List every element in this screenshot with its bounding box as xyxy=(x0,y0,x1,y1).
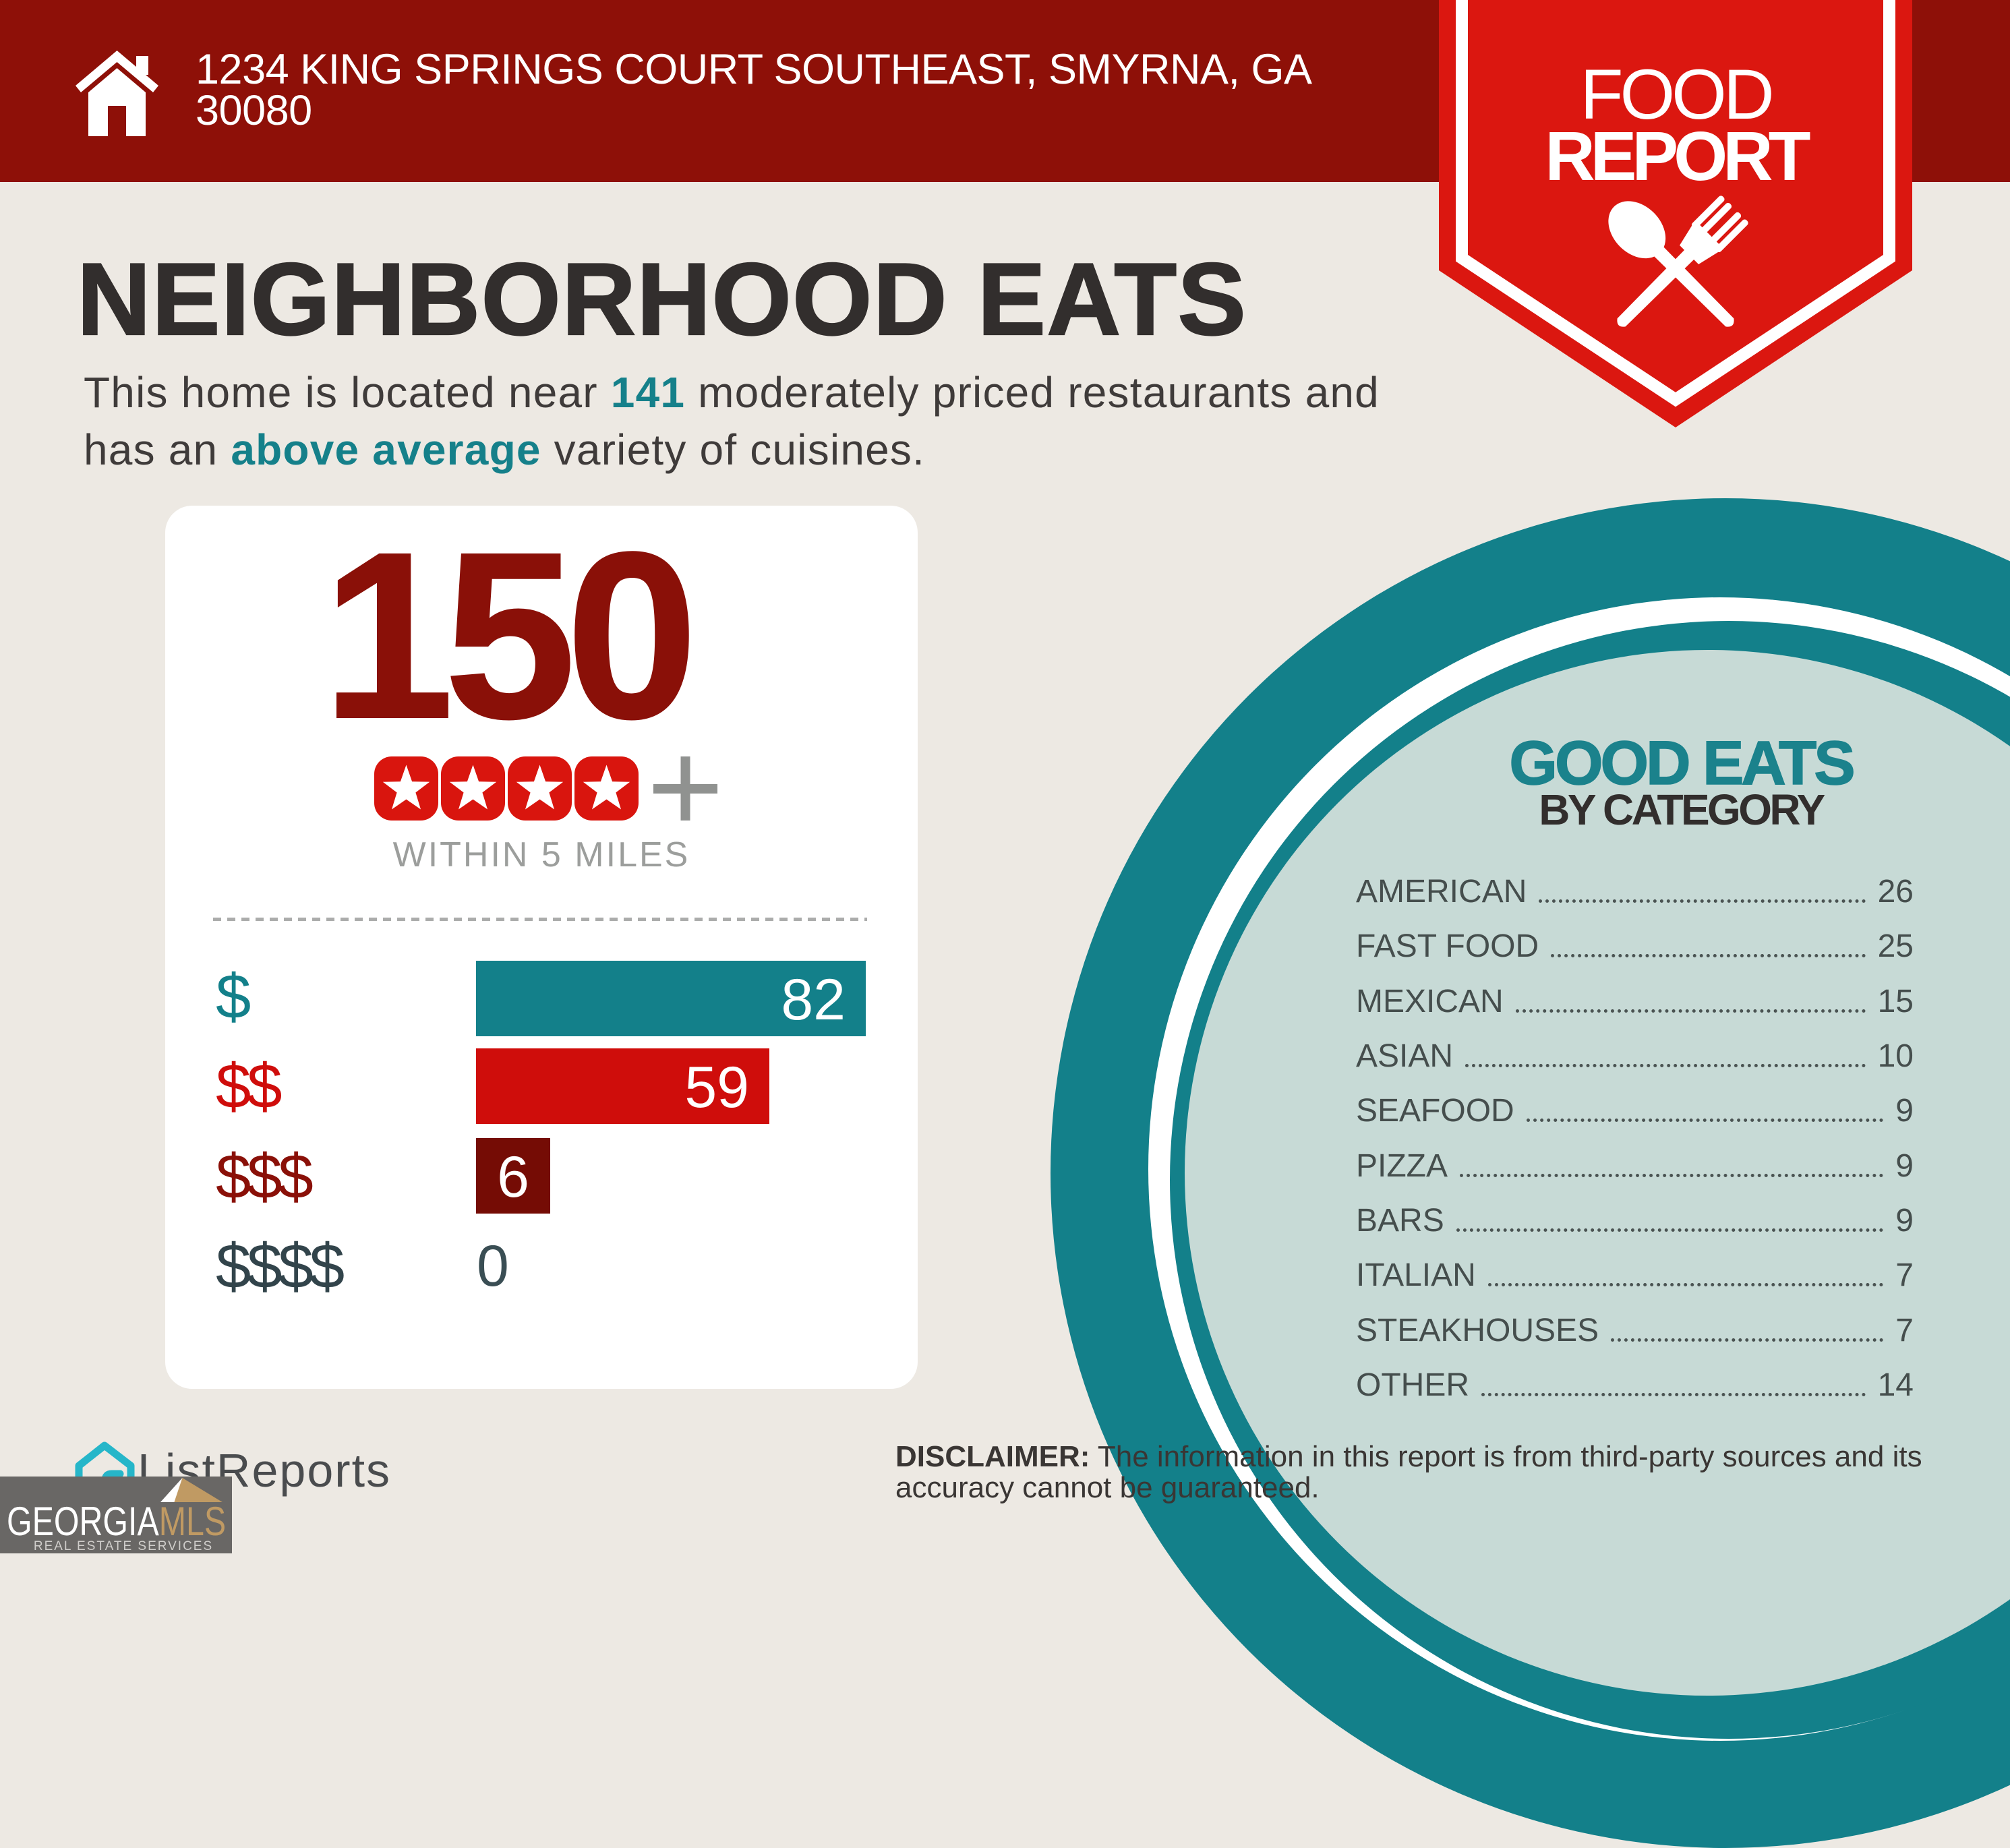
svg-text:REPORT: REPORT xyxy=(1545,117,1810,195)
svg-text:FOOD: FOOD xyxy=(1580,55,1771,134)
